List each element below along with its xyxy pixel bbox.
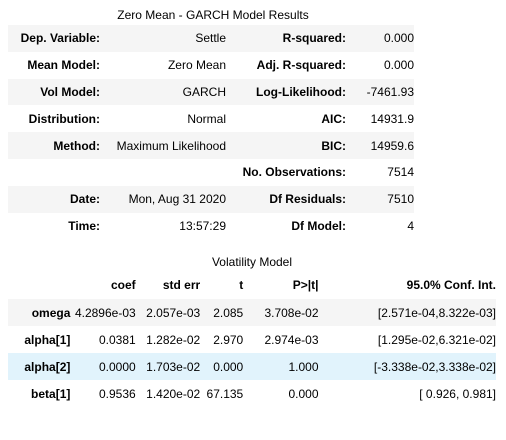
conf-int-cell: [-3.338e-02,3.338e-02] (373, 359, 496, 374)
summary-value-right: -7461.93 (366, 84, 414, 99)
summary-label-right: Df Model: (291, 218, 346, 233)
t-cell: 2.085 (213, 305, 244, 320)
table-row: beta[1] 0.9536 1.420e-02 67.135 0.000 [ … (8, 380, 496, 407)
summary-label-left: Vol Model: (40, 84, 100, 99)
summary-value-left: Settle (195, 31, 226, 46)
summary-row: No. Observations: 7514 (8, 158, 414, 186)
summary-value-right: 0.000 (383, 31, 414, 46)
summary-label-right: AIC: (321, 111, 346, 126)
volatility-header-row: coef std err t P>|t| 95.0% Conf. Int. (8, 271, 496, 299)
t-cell: 2.970 (213, 332, 244, 347)
summary-label-left: Mean Model: (27, 58, 100, 73)
summary-label-left: Time: (68, 218, 100, 233)
table-row-highlighted: alpha[2] 0.0000 1.703e-02 0.000 1.000 [-… (8, 353, 496, 380)
p-value-cell: 1.000 (288, 359, 319, 374)
parameter-name: beta[1] (31, 386, 71, 401)
volatility-table-body: omega 4.2896e-03 2.057e-03 2.085 3.708e-… (8, 299, 496, 407)
summary-row: Time: 13:57:29 Df Model: 4 (8, 212, 414, 240)
coef-cell: 0.9536 (98, 386, 136, 401)
summary-label-left: Method: (53, 138, 100, 153)
summary-value-left: Maximum Likelihood (116, 138, 226, 153)
summary-label-right: Df Residuals: (269, 192, 346, 207)
summary-label-right: R-squared: (282, 31, 346, 46)
summary-row: Date: Mon, Aug 31 2020 Df Residuals: 751… (8, 185, 414, 213)
summary-label-right: Adj. R-squared: (256, 58, 346, 73)
summary-row: Method: Maximum Likelihood BIC: 14959.6 (8, 132, 414, 159)
column-header-conf-int: 95.0% Conf. Int. (406, 278, 496, 292)
coef-cell: 0.0381 (98, 332, 136, 347)
conf-int-cell: [2.571e-04,8.322e-03] (377, 305, 496, 320)
t-cell: 67.135 (206, 386, 244, 401)
summary-value-right: 7514 (387, 165, 414, 180)
summary-value-right: 14959.6 (370, 138, 414, 153)
std-err-cell: 1.282e-02 (146, 332, 201, 347)
summary-value-right: 7510 (387, 192, 414, 207)
conf-int-cell: [ 0.926, 0.981] (419, 386, 496, 401)
volatility-table-head: coef std err t P>|t| 95.0% Conf. Int. (8, 271, 496, 299)
summary-value-left: 13:57:29 (179, 218, 226, 233)
parameter-name: alpha[2] (24, 359, 71, 374)
parameter-name: alpha[1] (24, 332, 71, 347)
p-value-cell: 2.974e-03 (264, 332, 319, 347)
summary-value-right: 14931.9 (370, 111, 414, 126)
column-header-std-err: std err (162, 278, 201, 292)
summary-value-right: 4 (407, 218, 414, 233)
summary-value-left: GARCH (182, 84, 226, 99)
volatility-model-table: coef std err t P>|t| 95.0% Conf. Int. om… (8, 271, 496, 407)
summary-value-left (100, 159, 226, 186)
summary-row: Dep. Variable: Settle R-squared: 0.000 (8, 25, 414, 52)
volatility-title: Volatility Model (211, 255, 293, 269)
summary-label-right: BIC: (321, 138, 346, 153)
std-err-cell: 1.420e-02 (146, 386, 201, 401)
summary-row: Vol Model: GARCH Log-Likelihood: -7461.9… (8, 78, 414, 106)
summary-label-left: Distribution: (28, 111, 100, 126)
column-header-t: t (239, 278, 244, 292)
summary-label-left: Date: (69, 192, 100, 207)
summary-title: Zero Mean - GARCH Model Results (117, 8, 309, 22)
std-err-cell: 1.703e-02 (146, 359, 201, 374)
summary-value-left: Zero Mean (167, 58, 226, 73)
coef-cell: 4.2896e-03 (74, 305, 136, 320)
model-summary-table: Dep. Variable: Settle R-squared: 0.000 M… (8, 25, 414, 240)
table-row: omega 4.2896e-03 2.057e-03 2.085 3.708e-… (8, 299, 496, 326)
summary-row: Mean Model: Zero Mean Adj. R-squared: 0.… (8, 51, 414, 79)
coef-cell: 0.0000 (98, 359, 136, 374)
summary-row: Distribution: Normal AIC: 14931.9 (8, 105, 414, 133)
column-header-coef: coef (111, 278, 136, 292)
p-value-cell: 0.000 (288, 386, 319, 401)
t-cell: 0.000 (213, 359, 244, 374)
parameter-name: omega (31, 305, 71, 320)
summary-table-body: Dep. Variable: Settle R-squared: 0.000 M… (8, 25, 414, 240)
conf-int-cell: [1.295e-02,6.321e-02] (377, 332, 496, 347)
p-value-cell: 3.708e-02 (264, 305, 319, 320)
summary-label-left (8, 159, 100, 186)
column-header-p-value: P>|t| (292, 278, 319, 292)
summary-label-right: Log-Likelihood: (256, 84, 346, 99)
summary-label-left: Dep. Variable: (20, 31, 100, 46)
summary-value-left: Mon, Aug 31 2020 (128, 192, 226, 207)
column-header (8, 271, 70, 299)
summary-value-left: Normal (187, 111, 226, 126)
summary-label-right: No. Observations: (242, 165, 346, 180)
table-row: alpha[1] 0.0381 1.282e-02 2.970 2.974e-0… (8, 326, 496, 353)
summary-value-right: 0.000 (383, 58, 414, 73)
std-err-cell: 2.057e-03 (146, 305, 201, 320)
